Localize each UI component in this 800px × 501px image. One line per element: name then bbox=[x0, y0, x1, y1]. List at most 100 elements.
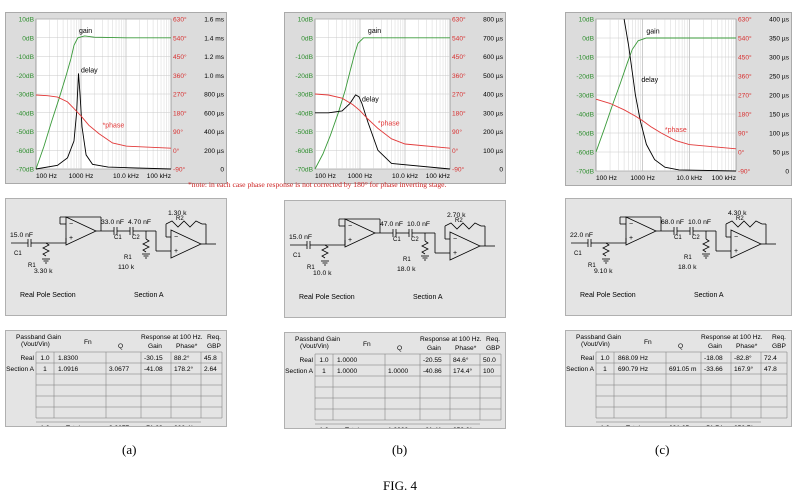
table-panel-a: Passband Gain (Vout/Vin) Fn Q Response at 10… bbox=[5, 330, 227, 434]
header-q: Q bbox=[678, 343, 683, 350]
section-r1-value: 110 k bbox=[118, 264, 135, 271]
right-phase-tick-label: 270° bbox=[452, 91, 466, 99]
totals-gain: 1.0 bbox=[600, 425, 609, 426]
cell-fn: 1.0000 bbox=[337, 368, 358, 375]
totals-label: Totals bbox=[626, 425, 644, 426]
opamp-minus: − bbox=[174, 234, 178, 241]
x-tick-label: 100 kHz bbox=[426, 173, 450, 180]
right-delay-tick-label: 200 µs bbox=[483, 129, 504, 136]
header-vout-vin: (Vout/Vin) bbox=[21, 341, 50, 348]
totals-q: 1.0000 bbox=[388, 427, 409, 428]
right-delay-tick-label: 1.4 ms bbox=[204, 35, 224, 42]
x-tick-label: 100 Hz bbox=[315, 173, 336, 180]
right-phase-tick-label: 360° bbox=[173, 72, 187, 80]
right-phase-tick-label: 180° bbox=[452, 109, 466, 117]
right-delay-tick-label: 300 µs bbox=[483, 110, 504, 117]
section-r1-resistor bbox=[142, 238, 150, 253]
cell-phase: 88.2° bbox=[174, 354, 190, 362]
totals-response-gain: -71.23 bbox=[144, 425, 163, 426]
right-delay-tick-label: 1.6 ms bbox=[204, 17, 224, 24]
real-r1-name: R1 bbox=[307, 265, 315, 271]
section-r1-resistor bbox=[421, 240, 429, 255]
delay-line bbox=[35, 73, 172, 170]
header-gbp: GBP bbox=[486, 345, 501, 352]
left-tick-label: -70dB bbox=[16, 167, 34, 174]
left-tick-label: -60dB bbox=[576, 150, 594, 157]
phase-curve-label: *phase bbox=[378, 120, 400, 127]
totals-label: Totals bbox=[345, 427, 363, 428]
right-phase-tick-label: 630° bbox=[173, 16, 187, 24]
caption-b: (b) bbox=[392, 442, 408, 457]
left-tick-label: -20dB bbox=[16, 73, 34, 80]
phase-line bbox=[595, 98, 737, 150]
right-delay-tick-label: 1.2 ms bbox=[204, 54, 224, 61]
gain-line bbox=[35, 35, 171, 170]
left-tick-label: -30dB bbox=[16, 92, 34, 99]
x-tick-label: 100 Hz bbox=[596, 175, 617, 182]
left-tick-label: 10dB bbox=[298, 17, 314, 24]
cell-fn: 868.09 Hz bbox=[618, 355, 648, 362]
real-r1-value: 10.0 k bbox=[313, 270, 332, 277]
cell-passband-gain: 1.0 bbox=[40, 355, 49, 362]
totals-phase: 266.4° bbox=[174, 424, 194, 426]
right-delay-tick-label: 0 bbox=[220, 167, 224, 174]
section-r2-value: 2.70 k bbox=[447, 212, 466, 219]
totals-response-gain: -51.74 bbox=[704, 425, 723, 426]
right-phase-tick-label: 450° bbox=[452, 53, 466, 61]
right-delay-tick-label: 400 µs bbox=[483, 92, 504, 99]
delay-curve-label: delay bbox=[641, 77, 658, 84]
header-vout-vin: (Vout/Vin) bbox=[300, 343, 329, 350]
right-delay-tick-label: 150 µs bbox=[769, 112, 790, 119]
section-c1-value: 47.0 nF bbox=[380, 221, 403, 228]
right-delay-tick-label: 0 bbox=[785, 169, 789, 176]
left-tick-label: 0dB bbox=[582, 36, 594, 43]
plot-panel-c: 10dB 0dB -10dB -20dB -30dB -40dB -50dB -60dB -70… bbox=[565, 12, 792, 186]
real-r1-resistor bbox=[42, 242, 50, 257]
section-r2-name: R2 bbox=[176, 216, 184, 222]
left-tick-label: -20dB bbox=[295, 73, 313, 80]
section-c1-value: 33.0 nF bbox=[101, 219, 124, 226]
totals-label: Totals bbox=[66, 425, 84, 426]
opamp-minus: − bbox=[734, 234, 738, 241]
left-tick-label: -60dB bbox=[16, 148, 34, 155]
cell-response-gain: -30.15 bbox=[144, 355, 163, 362]
left-tick-label: -40dB bbox=[576, 112, 594, 119]
real-c1-name: C1 bbox=[14, 251, 22, 257]
section-r1-value: 18.0 k bbox=[678, 264, 697, 271]
right-delay-tick-label: 200 µs bbox=[204, 148, 225, 155]
plot-panel-a: 10dB 0dB -10dB -20dB -30dB -40dB -50dB -60dB -70… bbox=[5, 12, 227, 184]
left-tick-label: -50dB bbox=[295, 129, 313, 136]
real-r1-value: 9.10 k bbox=[594, 268, 613, 275]
right-phase-tick-label: 270° bbox=[173, 91, 187, 99]
caption-a: (a) bbox=[122, 442, 137, 457]
header-gbp: GBP bbox=[207, 343, 222, 350]
cell-passband-gain: 1.0 bbox=[600, 355, 609, 362]
left-tick-label: -50dB bbox=[576, 131, 594, 138]
plot-panel-b: 10dB 0dB -10dB -20dB -30dB -40dB -50dB -60dB -70… bbox=[284, 12, 506, 184]
cell-passband-gain: 1 bbox=[322, 368, 326, 375]
x-tick-label: 1000 Hz bbox=[69, 173, 94, 180]
opamp-plus: + bbox=[453, 250, 457, 257]
header-req: Req. bbox=[486, 336, 500, 343]
cell-response-gain: -20.55 bbox=[423, 357, 442, 364]
phase-curve-label: *phase bbox=[665, 127, 687, 134]
section-a-label: Section A bbox=[134, 292, 164, 299]
section-r1-name: R1 bbox=[684, 255, 692, 261]
totals-phase: 250.7° bbox=[734, 424, 754, 426]
header-response: Response at 100 Hz. bbox=[141, 334, 203, 341]
opamp-plus: + bbox=[69, 235, 73, 242]
cell-q: 1.0000 bbox=[388, 368, 409, 375]
x-tick-label: 100 kHz bbox=[712, 175, 736, 182]
left-tick-label: 10dB bbox=[19, 17, 35, 24]
right-phase-tick-label: 450° bbox=[173, 53, 187, 61]
right-delay-tick-label: 600 µs bbox=[483, 54, 504, 61]
gain-curve-label: gain bbox=[368, 28, 381, 35]
cell-gbp: 45.8 bbox=[204, 355, 217, 362]
right-delay-tick-label: 1.0 ms bbox=[204, 73, 224, 80]
opamp-minus: − bbox=[453, 236, 457, 243]
cell-phase: 84.6° bbox=[453, 356, 469, 364]
section-r1-name: R1 bbox=[124, 255, 132, 261]
section-c1-name: C1 bbox=[393, 237, 401, 243]
left-tick-label: -70dB bbox=[295, 167, 313, 174]
